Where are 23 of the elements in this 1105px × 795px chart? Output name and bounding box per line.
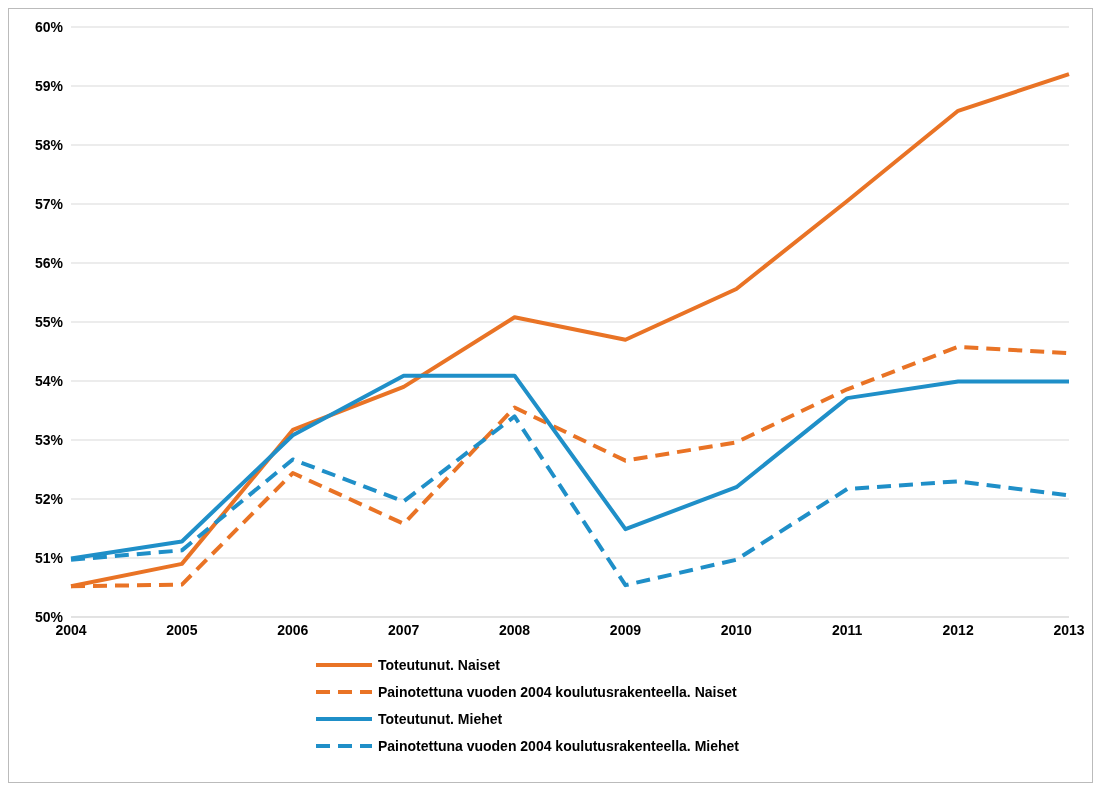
legend-label: Toteutunut. Naiset [378, 657, 500, 673]
x-tick-label: 2007 [388, 621, 420, 638]
legend-label: Painotettuna vuoden 2004 koulutusrakenteella. Miehet [378, 738, 739, 754]
x-tick-label: 2008 [498, 621, 531, 638]
x-tick-label: 2006 [277, 621, 309, 638]
y-tick-label: 55% [34, 313, 64, 330]
y-tick-label: 57% [34, 195, 64, 212]
y-tick-label: 58% [34, 136, 64, 153]
x-tick-label: 2009 [609, 621, 642, 638]
y-tick-label: 60% [34, 18, 64, 35]
legend-label: Painotettuna vuoden 2004 koulutusrakenteella. Naiset [378, 684, 737, 700]
y-tick-label: 56% [34, 254, 64, 271]
x-tick-label: 2012 [942, 621, 974, 638]
y-tick-label: 52% [34, 490, 64, 507]
y-tick-label: 54% [34, 372, 64, 389]
y-tick-label: 53% [34, 431, 64, 448]
x-tick-label: 2005 [166, 621, 198, 638]
y-tick-label: 59% [34, 77, 64, 94]
y-tick-label: 51% [34, 549, 64, 566]
x-tick-label: 2011 [832, 621, 863, 638]
x-tick-label: 2013 [1053, 621, 1085, 638]
x-tick-label: 2010 [720, 621, 753, 638]
legend-label: Toteutunut. Miehet [378, 711, 503, 727]
